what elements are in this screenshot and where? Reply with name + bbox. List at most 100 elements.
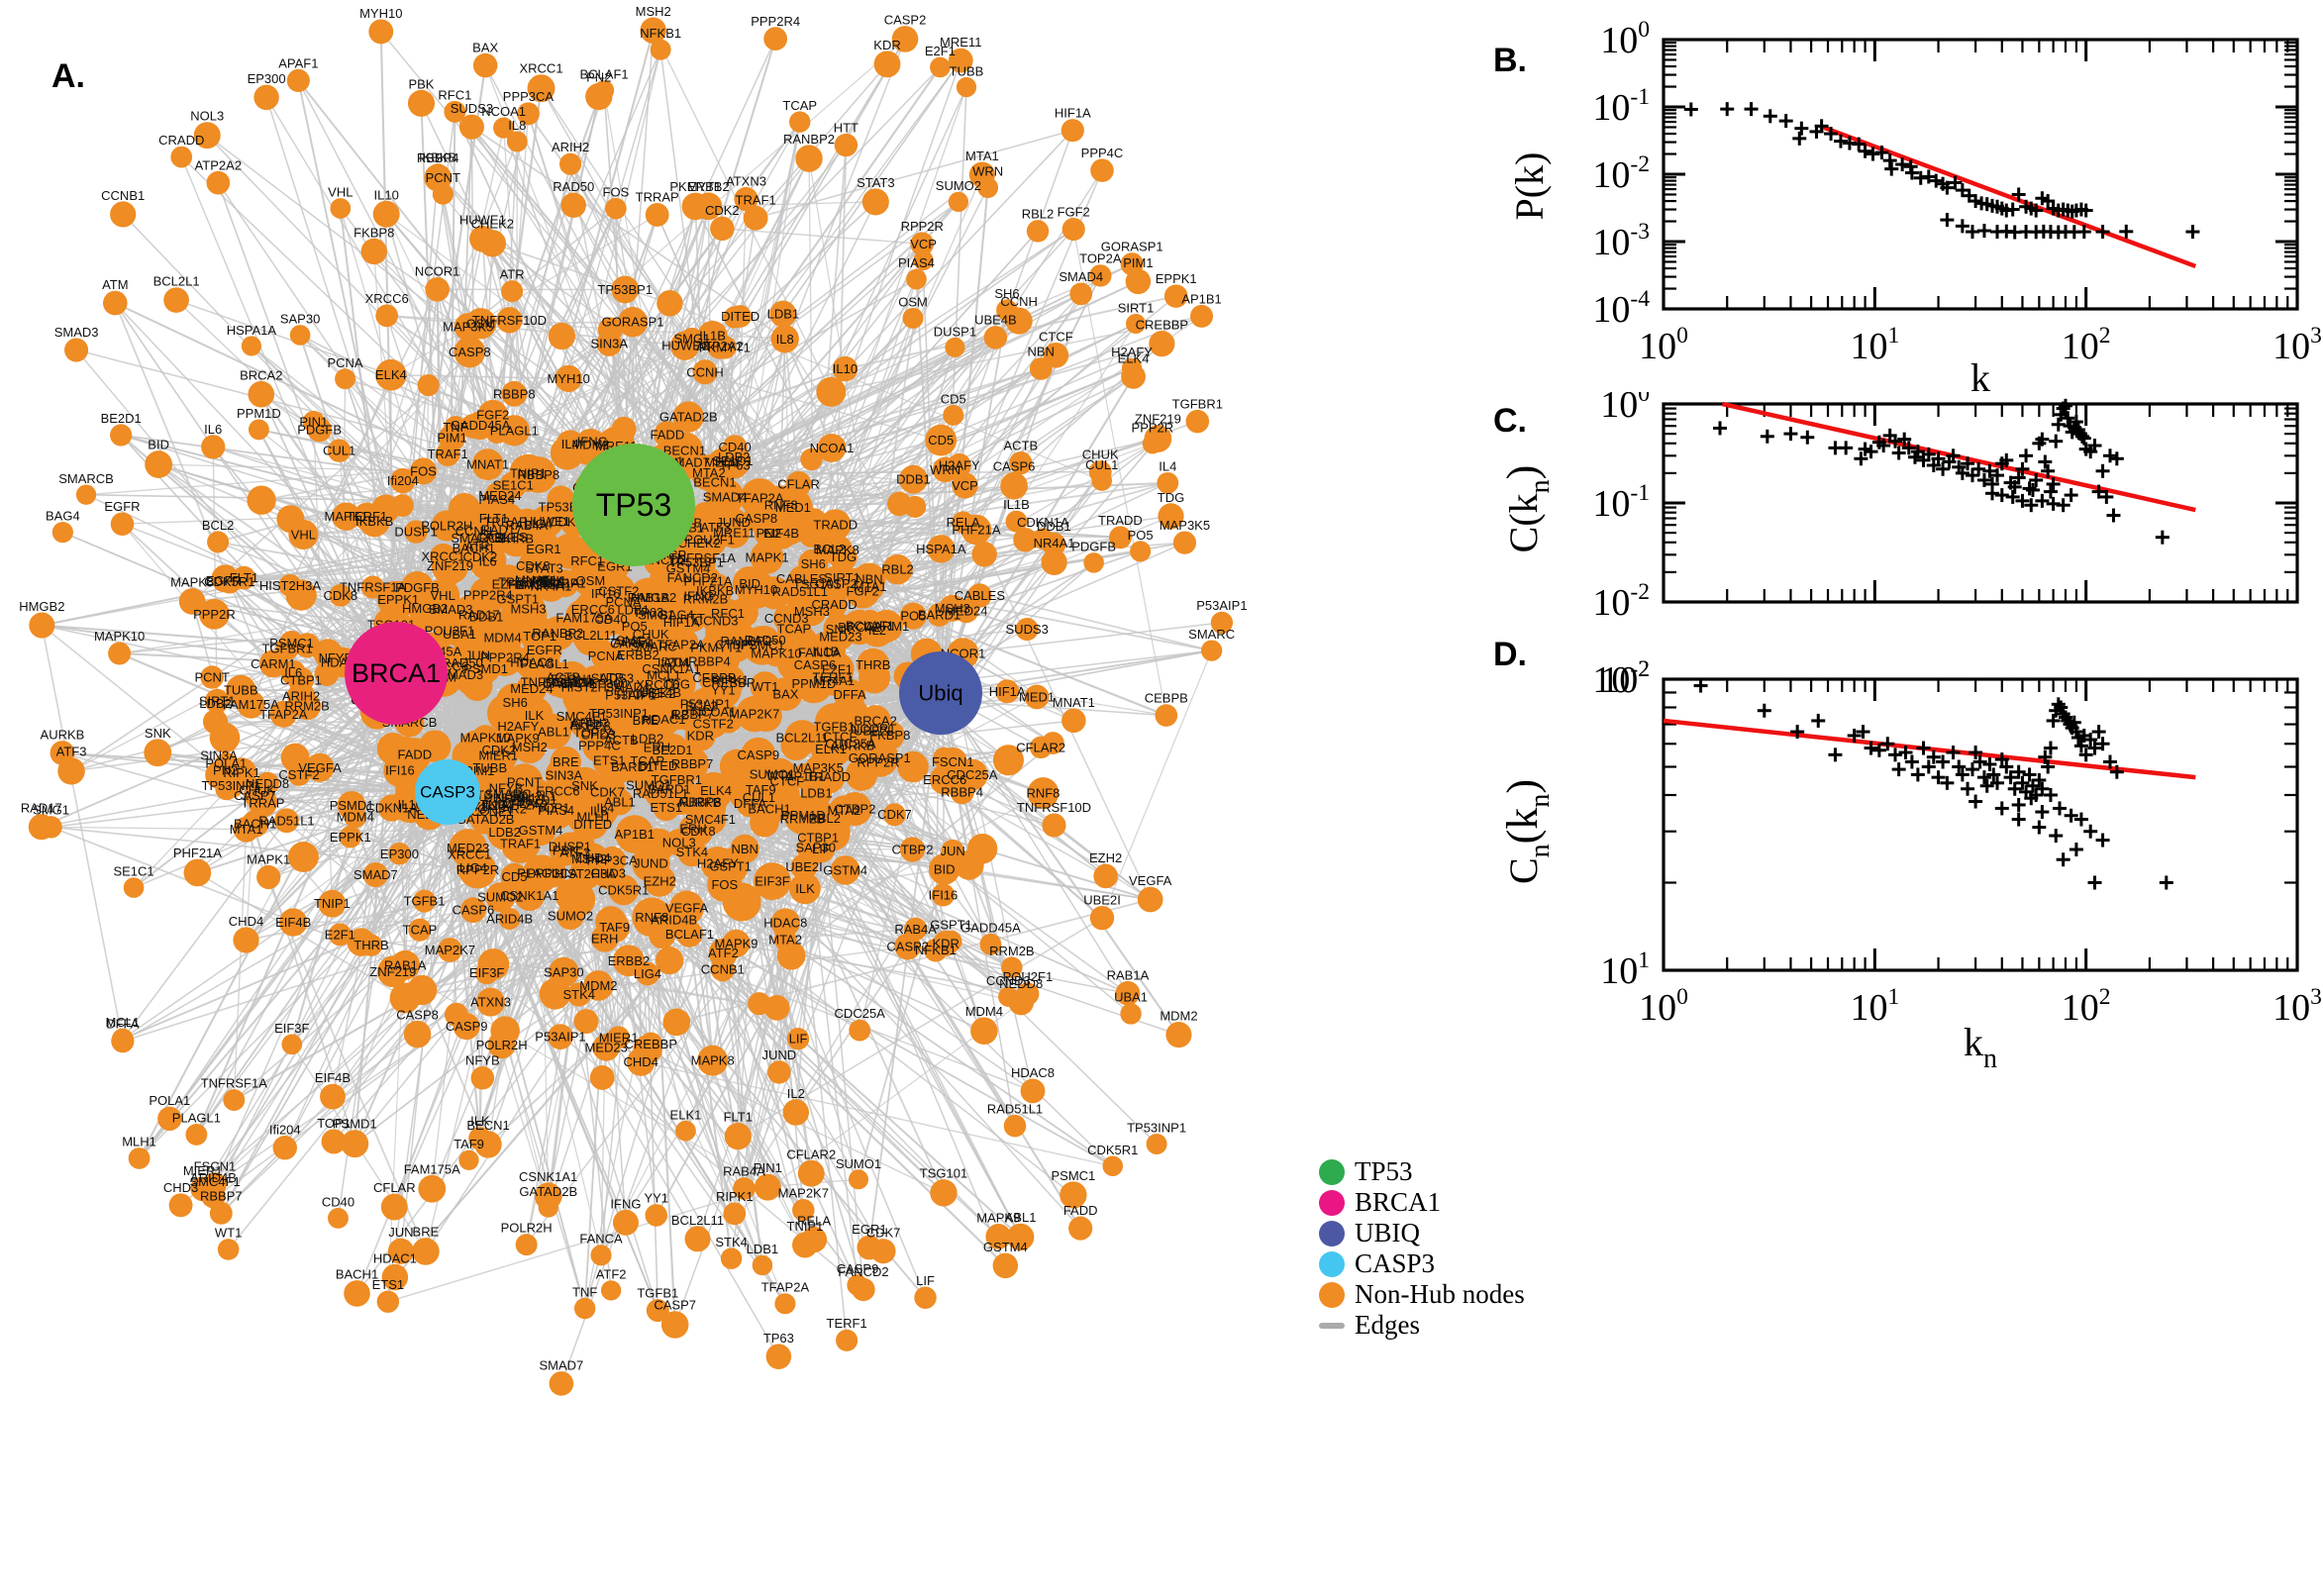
network-node-label: CFLAR — [502, 796, 545, 811]
network-node-label: BRE — [553, 754, 579, 769]
network-node-label: ATR — [599, 670, 624, 685]
network-node-label: HUWE1 — [459, 213, 506, 228]
network-node-label: CDK5R1 — [1087, 1143, 1138, 1157]
network-node-label: GSTM4 — [666, 560, 711, 575]
network-node-label: IL4 — [1159, 458, 1176, 473]
network-node-label: XRCC1 — [519, 61, 562, 76]
network-node-label: IL4 — [561, 437, 579, 451]
network-node-label: CABLES — [476, 530, 528, 545]
network-node-label: HMGB2 — [402, 601, 448, 616]
network-node-label: ACTB — [1004, 439, 1039, 453]
network-node-label: CASP6 — [794, 657, 837, 672]
network-node-label: CHUK — [633, 627, 669, 642]
network-node-label: NBN — [1028, 345, 1055, 359]
tick-label: 10-2 — [1592, 579, 1650, 624]
network-node-label: MAPK10 — [751, 646, 801, 660]
legend-label: UBIQ — [1355, 1218, 1420, 1247]
network-node-label: ETS1 — [372, 1277, 405, 1292]
network-node-label: BARD1 — [648, 781, 690, 796]
network-node-label: CDK7 — [866, 1226, 901, 1241]
network-node-label: UBE2I — [854, 723, 891, 738]
network-node-label: IFNG — [683, 589, 714, 604]
network-node-label: SMAD3 — [54, 325, 99, 340]
network-node-label: SIN3A — [591, 337, 629, 351]
network-node-label: APAF1 — [278, 55, 318, 70]
network-node-label: SIRT1 — [824, 570, 860, 585]
network-node-label: PSMD1 — [333, 1117, 377, 1132]
network-node-label: NR4A1 — [530, 578, 571, 593]
network-node-label: BECN1 — [466, 1118, 509, 1133]
network-node-label: CCNH — [455, 524, 493, 539]
network-node-label: BCL2 — [202, 518, 235, 533]
network-node-label: ATF3 — [559, 845, 590, 859]
network-node-label: CARM1 — [864, 619, 910, 634]
network-node-label: H2AFY — [939, 457, 980, 472]
network-node-label: NCOA1 — [481, 104, 526, 119]
hub-node-brca1[interactable]: BRCA1 — [345, 622, 448, 725]
y-axis-label: Cn(kn) — [1498, 779, 1556, 884]
network-node-label: PBK — [553, 843, 578, 857]
network-node-label: ARID4B — [190, 1170, 237, 1185]
network-node-label: LDB1 — [747, 1242, 779, 1256]
network-node-label: PPP3CA — [587, 853, 639, 868]
network-node-label: CSNK1A1 — [642, 661, 700, 676]
network-node-label: HIST2H3A — [555, 866, 616, 881]
network-node-label: ARIH2 — [282, 689, 320, 704]
network-node-label: ATF3 — [700, 520, 731, 535]
panel-c-wrapper: C. 100 10-1 10-2 C(kn) — [1475, 381, 2323, 649]
network-node-label: KDR — [932, 936, 959, 950]
network-node-label: CDK8 — [516, 558, 551, 573]
network-node-label: BCL2L1 — [510, 788, 556, 803]
network-node-label: LIF — [812, 842, 831, 856]
network-node-label: PCNA — [327, 355, 362, 370]
network-node-label: RBL2 — [1022, 207, 1055, 222]
network-node-label: CRADD — [811, 597, 857, 612]
network-node-label: EGR1 — [852, 1222, 886, 1237]
network-node-label: HIST2H3A — [259, 578, 321, 593]
tick-label: 103 — [2272, 984, 2322, 1029]
network-node-label: IL2 — [670, 708, 688, 723]
network-node-label: ELK4 — [700, 783, 732, 798]
network-node-label: HDAC1 — [642, 712, 685, 727]
network-node-label: CASP9 — [446, 1019, 488, 1034]
network-node-label: STAT3 — [857, 175, 895, 190]
network-node-label: EPPK1 — [330, 830, 371, 845]
hub-node-casp3[interactable]: CASP3 — [415, 759, 480, 825]
network-node-label: TUBB — [950, 63, 984, 78]
network-node-label: EPPK1 — [1156, 271, 1197, 286]
network-node-label: UBE4B — [974, 313, 1017, 328]
hub-node-ubiq[interactable]: Ubiq — [899, 651, 982, 735]
network-node-label: BACH1 — [453, 541, 495, 555]
network-node-label: CHEK2 — [677, 536, 720, 550]
network-node-label: MDM2 — [1160, 1009, 1197, 1024]
network-node-label: POLA1 — [149, 1093, 190, 1108]
network-node-label: BARD1 — [918, 607, 960, 622]
network-node-label: MED1 — [1019, 689, 1055, 704]
network-node-label: ERBB2 — [687, 179, 730, 194]
network-node-label: DITED — [639, 758, 677, 773]
network-node-label: EZH2 — [1089, 850, 1122, 865]
network-node-label: PIM1 — [437, 431, 466, 446]
network-node-label: RIPK1 — [223, 765, 260, 780]
network-node-label: IKBKB — [419, 150, 456, 165]
legend-dot-icon — [1319, 1189, 1345, 1216]
network-node-label: XRCC1 — [421, 549, 464, 564]
network-node-label: DITED — [573, 817, 612, 832]
network-node-label: ACTB — [604, 733, 639, 748]
legend-item: Non-Hub nodes — [1319, 1279, 1525, 1310]
network-node-label: RPP2R — [901, 219, 944, 234]
network-node-label: FLT1 — [479, 511, 508, 526]
network-node-label: SMAD3 — [429, 602, 473, 617]
network-node-label: FLT1 — [724, 1110, 753, 1125]
network-node-label: TRAF1 — [736, 192, 776, 207]
hub-node-tp53[interactable]: TP53 — [572, 444, 695, 566]
network-node-label: TNFRSF10D — [472, 313, 547, 328]
network-node-label: GORASP1 — [602, 315, 664, 330]
network-node-label: SMAD7 — [539, 1358, 583, 1373]
network-node-label: MAPK10 — [460, 731, 511, 746]
network-node-label: VCP — [910, 237, 937, 251]
network-node-label: MTA2 — [692, 465, 726, 480]
network-node-label: ZNF219 — [1135, 412, 1181, 427]
network-node-label: IFI16 — [929, 887, 959, 902]
network-node-label: UBE4B — [639, 685, 681, 700]
